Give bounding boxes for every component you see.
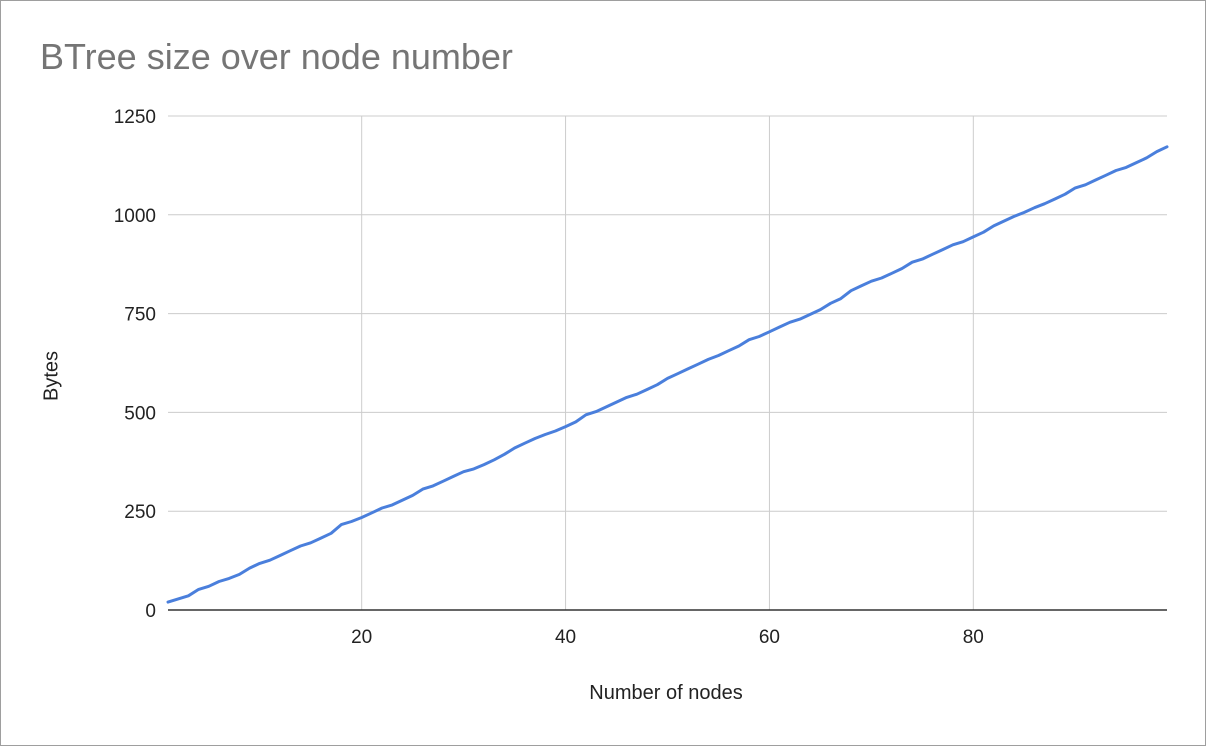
chart-title: BTree size over node number	[40, 36, 513, 77]
y-tick-label-250: 250	[124, 502, 156, 523]
y-tick-label-0: 0	[145, 601, 156, 622]
x-tick-label-80: 80	[963, 627, 984, 648]
x-axis-label: Number of nodes	[589, 682, 743, 704]
y-tick-label-1250: 1250	[114, 107, 156, 128]
x-tick-label-60: 60	[759, 627, 780, 648]
x-tick-label-20: 20	[351, 627, 372, 648]
x-tick-label-40: 40	[555, 627, 576, 648]
series-line-0	[166, 145, 1169, 604]
y-tick-label-500: 500	[124, 403, 156, 424]
y-tick-label-1000: 1000	[114, 206, 156, 227]
y-tick-label-750: 750	[124, 305, 156, 326]
